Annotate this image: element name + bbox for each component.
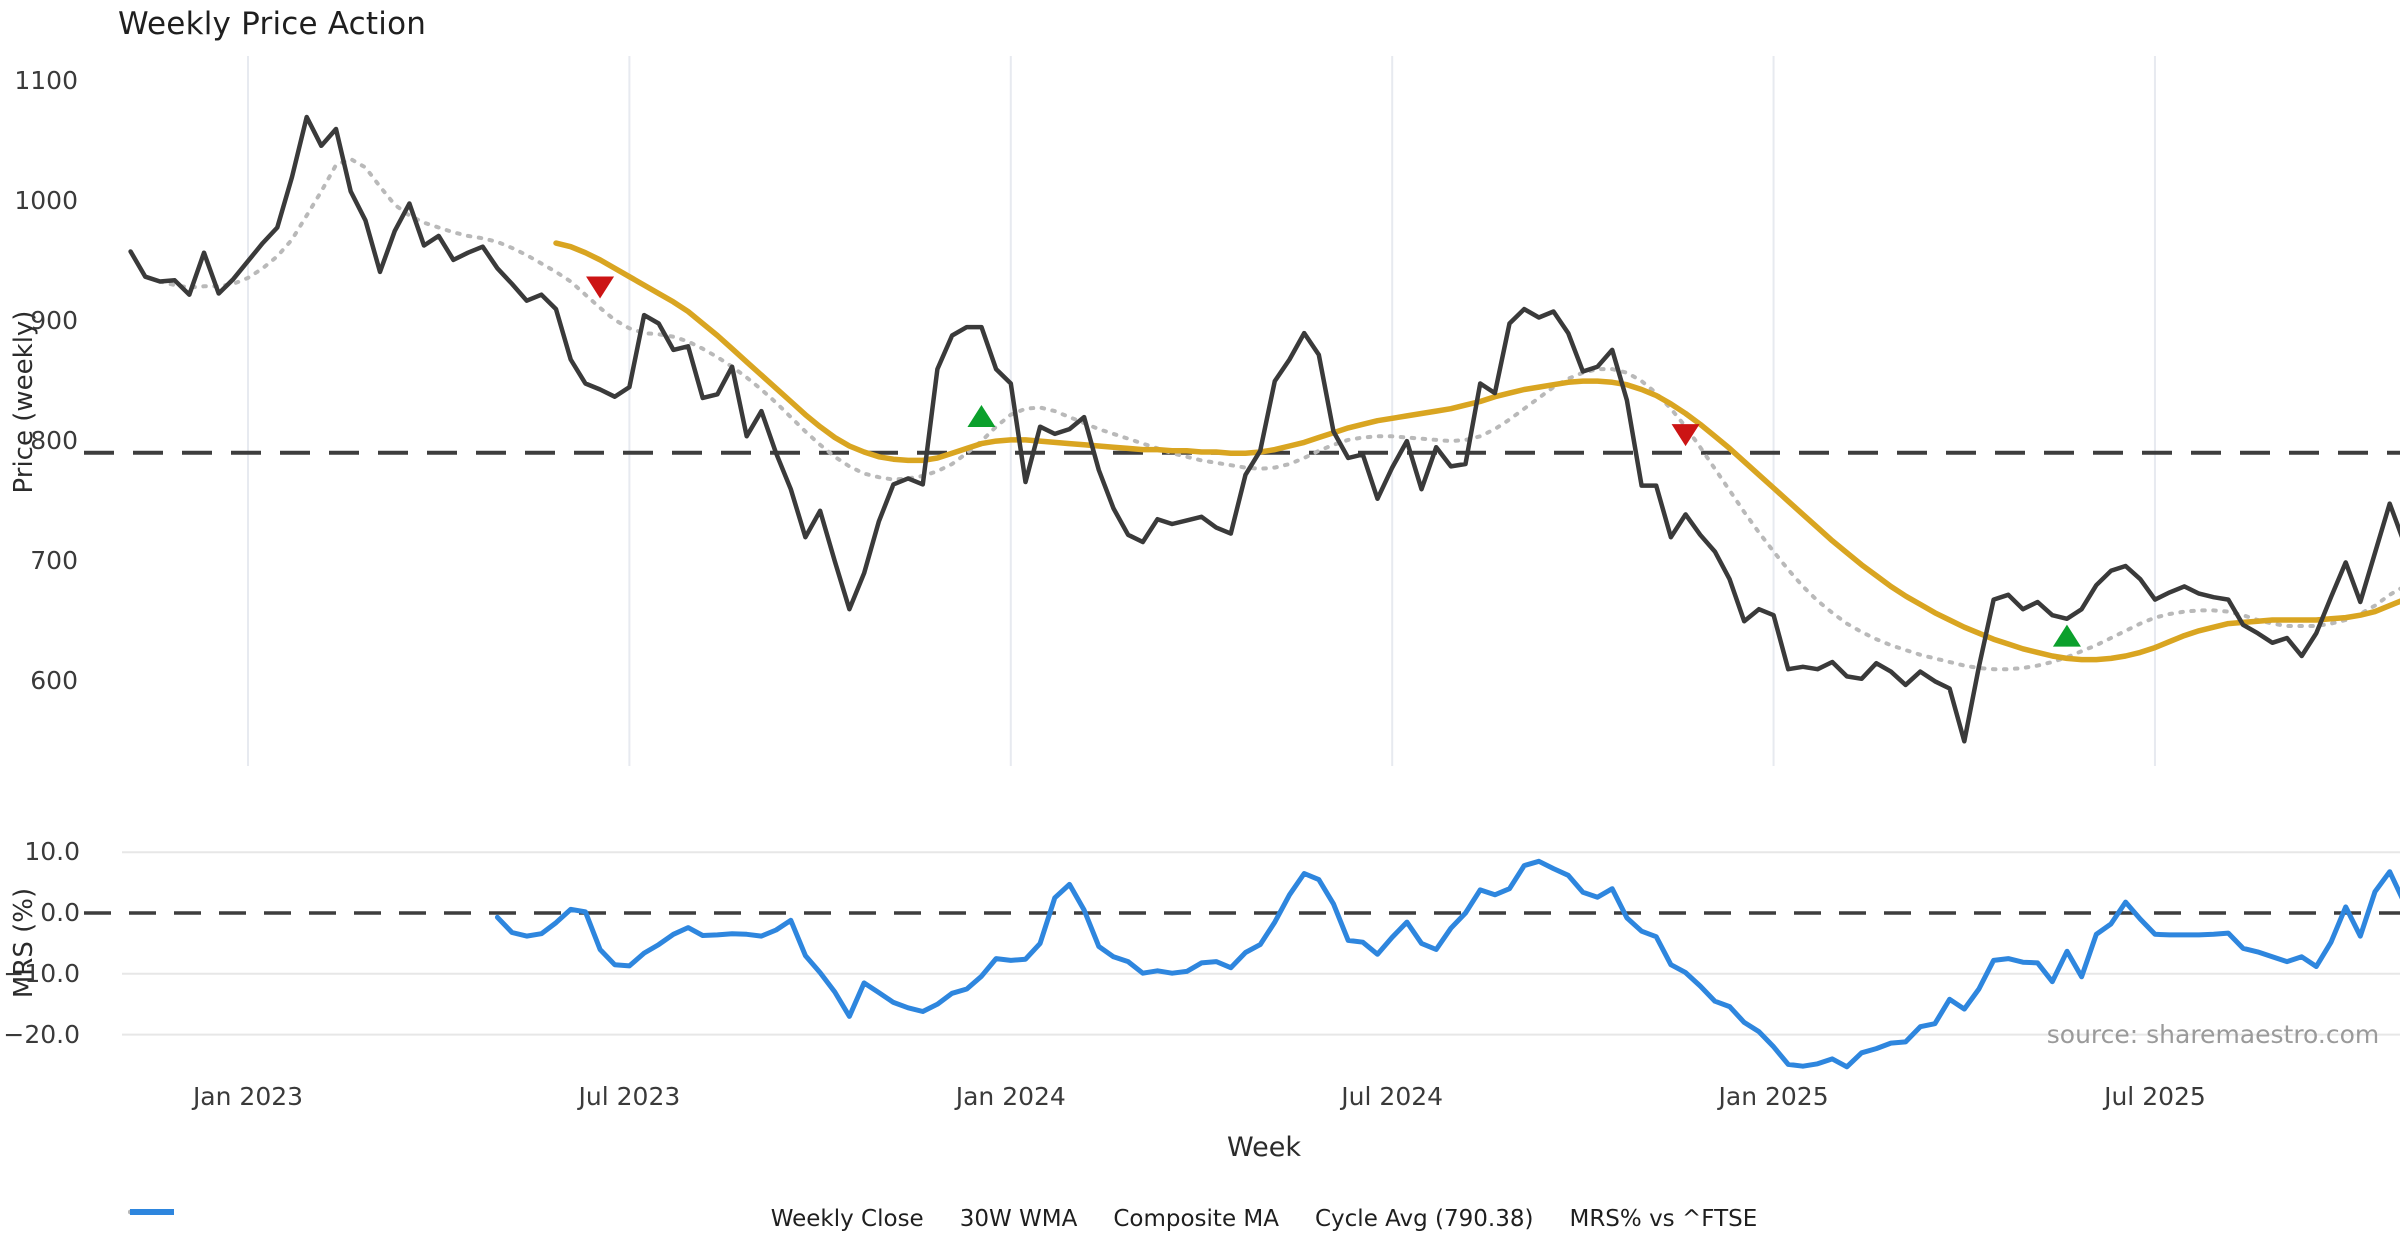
price-tick-label: 700 (30, 546, 78, 576)
weekly-close-line (128, 114, 2400, 744)
sell-markers (586, 276, 1700, 447)
legend-label: Weekly Close (770, 1206, 924, 1232)
legend-label: Cycle Avg (790.38) (1314, 1206, 1534, 1232)
mrs-line (494, 858, 2400, 1070)
composite-ma-line (158, 156, 2400, 672)
legend-item: MRS% vs ^FTSE (130, 1206, 1758, 1232)
mrs-tick-label: 0.0 (40, 898, 80, 927)
x-tick-label: Jul 2025 (2104, 1082, 2206, 1111)
price-tick-label: 800 (30, 426, 78, 456)
buy-signal-marker (2052, 624, 2081, 647)
legend-label: 30W WMA (959, 1206, 1078, 1232)
x-tick-label: Jan 2023 (192, 1082, 304, 1111)
legend-item: Cycle Avg (790.38) (130, 1206, 1534, 1232)
wma-30w-line (553, 240, 2400, 663)
x-axis-title: Week (1227, 1132, 1301, 1163)
price-axis-title: Price (weekly) (9, 310, 39, 494)
price-tick-label: 1000 (14, 186, 78, 216)
legend-label: MRS% vs ^FTSE (1569, 1206, 1758, 1232)
legend-item: 30W WMA (130, 1206, 1078, 1232)
legend: Weekly Close 30W WMA Composite MA Cycle Avg… (128, 1206, 2400, 1232)
sell-signal-marker (1671, 424, 1700, 447)
price-tick-label: 900 (30, 306, 78, 336)
buy-signal-marker (967, 404, 996, 427)
mrs-horizontal-gridlines (122, 851, 2400, 1036)
x-tick-label: Jan 2025 (1718, 1082, 1829, 1111)
price-tick-label: 600 (30, 666, 78, 696)
legend-label: Composite MA (1113, 1206, 1279, 1232)
sell-signal-marker (586, 276, 615, 299)
mrs-tick-label: −20.0 (3, 1019, 80, 1049)
legend-item: Weekly Close (130, 1206, 924, 1232)
price-vertical-gridlines (247, 56, 2156, 766)
x-tick-label: Jul 2024 (1341, 1082, 1444, 1111)
mrs-tick-label: 10.0 (24, 837, 80, 867)
mrs-tick-label: −10.0 (3, 958, 80, 988)
legend-swatch-solid (130, 1209, 174, 1215)
buy-markers (967, 404, 2081, 647)
price-tick-label: 1100 (14, 66, 78, 95)
source-credit: source: sharemaestro.com (2046, 1020, 2380, 1049)
legend-item: Composite MA (128, 1206, 1279, 1232)
x-tick-label: Jul 2023 (578, 1082, 681, 1111)
x-tick-label: Jan 2024 (955, 1082, 1066, 1111)
chart-title: Weekly Price Action (118, 6, 427, 42)
